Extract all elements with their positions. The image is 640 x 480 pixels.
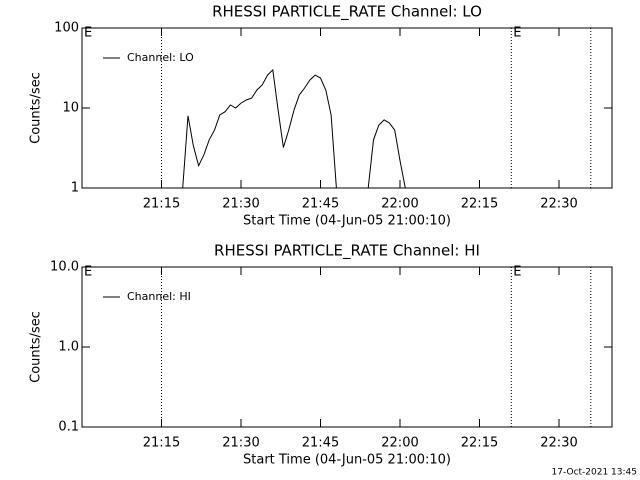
y-tick-label: 10.0 bbox=[50, 260, 79, 275]
chart-title: RHESSI PARTICLE_RATE Channel: LO bbox=[212, 3, 482, 22]
x-tick-label: 21:30 bbox=[222, 436, 259, 451]
x-tick-label: 21:45 bbox=[302, 436, 339, 451]
x-tick-label: 22:15 bbox=[461, 436, 498, 451]
event-label: E bbox=[84, 265, 92, 280]
footer: 17-Oct-2021 13:45 bbox=[552, 468, 637, 478]
y-tick-label: 1.0 bbox=[58, 340, 79, 355]
y-axis-label: Counts/sec bbox=[29, 72, 44, 144]
x-tick-label: 21:15 bbox=[143, 197, 180, 212]
data-line bbox=[182, 68, 406, 189]
legend-label: Channel: LO bbox=[127, 51, 194, 64]
x-tick-label: 21:15 bbox=[143, 436, 180, 451]
x-tick-label: 22:30 bbox=[540, 197, 577, 212]
x-tick-label: 22:00 bbox=[381, 436, 418, 451]
y-axis-label: Counts/sec bbox=[29, 311, 44, 383]
legend-label: Channel: HI bbox=[127, 290, 191, 303]
x-axis-label: Start Time (04-Jun-05 21:00:10) bbox=[243, 214, 451, 229]
y-tick-label: 10 bbox=[62, 101, 79, 116]
x-tick-label: 21:45 bbox=[302, 197, 339, 212]
y-tick-label: 1 bbox=[71, 181, 79, 196]
event-label: E bbox=[513, 265, 521, 280]
y-tick-label: 100 bbox=[54, 21, 79, 36]
event-label: E bbox=[84, 26, 92, 41]
x-tick-label: 22:30 bbox=[540, 436, 577, 451]
x-tick-label: 22:15 bbox=[461, 197, 498, 212]
event-label: E bbox=[513, 26, 521, 41]
y-tick-label: 0.1 bbox=[58, 420, 79, 435]
chart-title: RHESSI PARTICLE_RATE Channel: HI bbox=[214, 242, 480, 261]
x-tick-label: 22:00 bbox=[381, 197, 418, 212]
x-axis-label: Start Time (04-Jun-05 21:00:10) bbox=[243, 453, 451, 468]
x-tick-label: 21:30 bbox=[222, 197, 259, 212]
